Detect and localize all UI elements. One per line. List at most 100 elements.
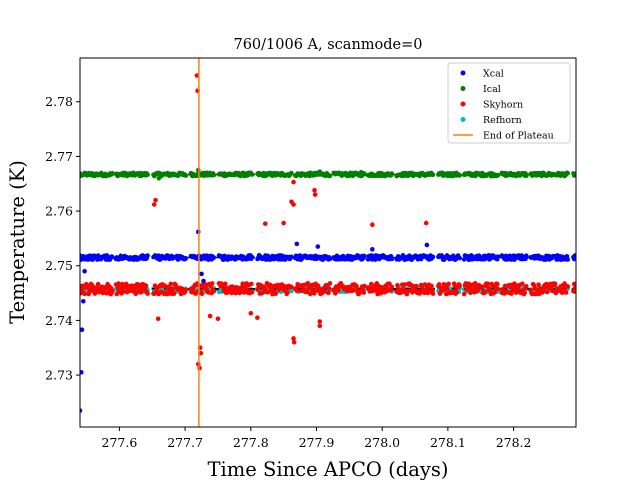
y-tick-label: 2.76 <box>45 204 73 219</box>
skyhorn-point <box>171 291 177 297</box>
skyhorn-point <box>395 282 400 288</box>
skyhorn-point <box>120 289 126 294</box>
skyhorn-point <box>249 281 254 287</box>
xcal-point <box>362 253 367 259</box>
skyhorn-point <box>536 282 541 287</box>
ical-point <box>110 170 115 176</box>
skyhorn-point <box>116 281 121 286</box>
y-tick-label: 2.73 <box>45 368 73 383</box>
skyhorn-point <box>361 290 367 295</box>
skyhorn-point <box>565 284 571 289</box>
xcal-point <box>370 247 375 252</box>
skyhorn-point <box>248 310 254 316</box>
legend-box <box>447 62 571 144</box>
skyhorn-point <box>209 281 215 286</box>
skyhorn-point <box>457 283 462 289</box>
legend-swatch-skyhorn <box>460 101 466 107</box>
plot-data <box>80 58 576 427</box>
xcal-point <box>80 327 85 332</box>
skyhorn-point <box>524 283 529 289</box>
y-tick-label: 2.78 <box>45 94 73 109</box>
xcal-point <box>249 254 255 260</box>
skyhorn-point <box>362 283 367 289</box>
ical-point <box>565 170 571 176</box>
xcal-point <box>183 255 189 261</box>
skyhorn-point <box>389 284 395 290</box>
skyhorn-point <box>454 289 459 295</box>
skyhorn-point <box>552 281 558 286</box>
skyhorn-point <box>281 220 286 226</box>
skyhorn-point <box>461 291 467 297</box>
skyhorn-point <box>255 315 260 320</box>
xcal-point <box>201 278 206 284</box>
skyhorn-point <box>544 289 550 295</box>
skyhorn-point <box>492 289 498 295</box>
xcal-point <box>80 408 83 413</box>
skyhorn-point <box>351 287 356 293</box>
xcal-point <box>573 255 576 261</box>
x-tick-label: 278.2 <box>496 435 532 450</box>
legend-label-ical: Ical <box>483 84 501 95</box>
legend-label-end-of-plateau: End of Plateau <box>483 131 554 142</box>
skyhorn-point <box>333 291 338 296</box>
skyhorn-point <box>207 313 213 319</box>
skyhorn-point <box>255 287 260 292</box>
skyhorn-point <box>509 291 514 296</box>
skyhorn-point <box>215 316 221 322</box>
legend-label-skyhorn: Skyhorn <box>483 100 523 111</box>
skyhorn-point <box>571 281 576 287</box>
skyhorn-point <box>151 202 157 207</box>
skyhorn-point <box>82 291 88 297</box>
ical-point <box>327 173 333 179</box>
ical-point <box>457 173 462 178</box>
x-tick-label: 278.1 <box>430 435 466 450</box>
skyhorn-point <box>223 281 228 287</box>
skyhorn-point <box>423 220 429 226</box>
xcal-point <box>315 244 321 249</box>
skyhorn-point <box>482 290 487 296</box>
skyhorn-point <box>307 291 313 297</box>
xcal-point <box>495 254 501 259</box>
legend-swatch-xcal <box>460 70 466 76</box>
skyhorn-point <box>327 281 333 286</box>
y-tick-label: 2.75 <box>45 258 73 273</box>
legend-label-xcal: Xcal <box>483 69 504 80</box>
skyhorn-point <box>249 289 255 295</box>
ical-point <box>145 172 150 178</box>
skyhorn-point <box>485 281 491 287</box>
skyhorn-point <box>312 187 317 193</box>
skyhorn-point <box>446 281 451 287</box>
x-tick-label: 278.0 <box>364 435 400 450</box>
x-tick-label: 277.6 <box>102 435 138 450</box>
xcal-point <box>565 257 571 262</box>
skyhorn-point <box>262 221 268 226</box>
xcal-point <box>82 268 87 274</box>
skyhorn-point <box>273 291 278 296</box>
plot-area-frame <box>79 57 577 428</box>
skyhorn-point <box>414 283 419 289</box>
xcal-point <box>289 254 294 260</box>
ical-point <box>358 169 364 175</box>
skyhorn-point <box>155 316 161 322</box>
skyhorn-point <box>194 73 200 78</box>
ical-point <box>573 172 576 177</box>
skyhorn-point <box>143 283 149 288</box>
ical-point <box>289 170 294 176</box>
skyhorn-point <box>326 286 332 291</box>
skyhorn-point <box>472 281 478 286</box>
x-tick-label: 277.9 <box>299 435 335 450</box>
chart-title: 760/1006 A, scanmode=0 <box>233 37 422 53</box>
skyhorn-point <box>198 350 204 356</box>
skyhorn-point <box>467 284 472 290</box>
ical-point <box>389 171 395 176</box>
skyhorn-point <box>291 336 296 341</box>
skyhorn-point <box>370 222 375 228</box>
xcal-point <box>389 256 395 262</box>
xcal-point <box>80 370 84 375</box>
skyhorn-point <box>520 281 525 287</box>
skyhorn-point <box>522 290 528 295</box>
ical-point <box>495 172 501 178</box>
xcal-series <box>80 229 576 413</box>
skyhorn-point <box>294 288 300 293</box>
